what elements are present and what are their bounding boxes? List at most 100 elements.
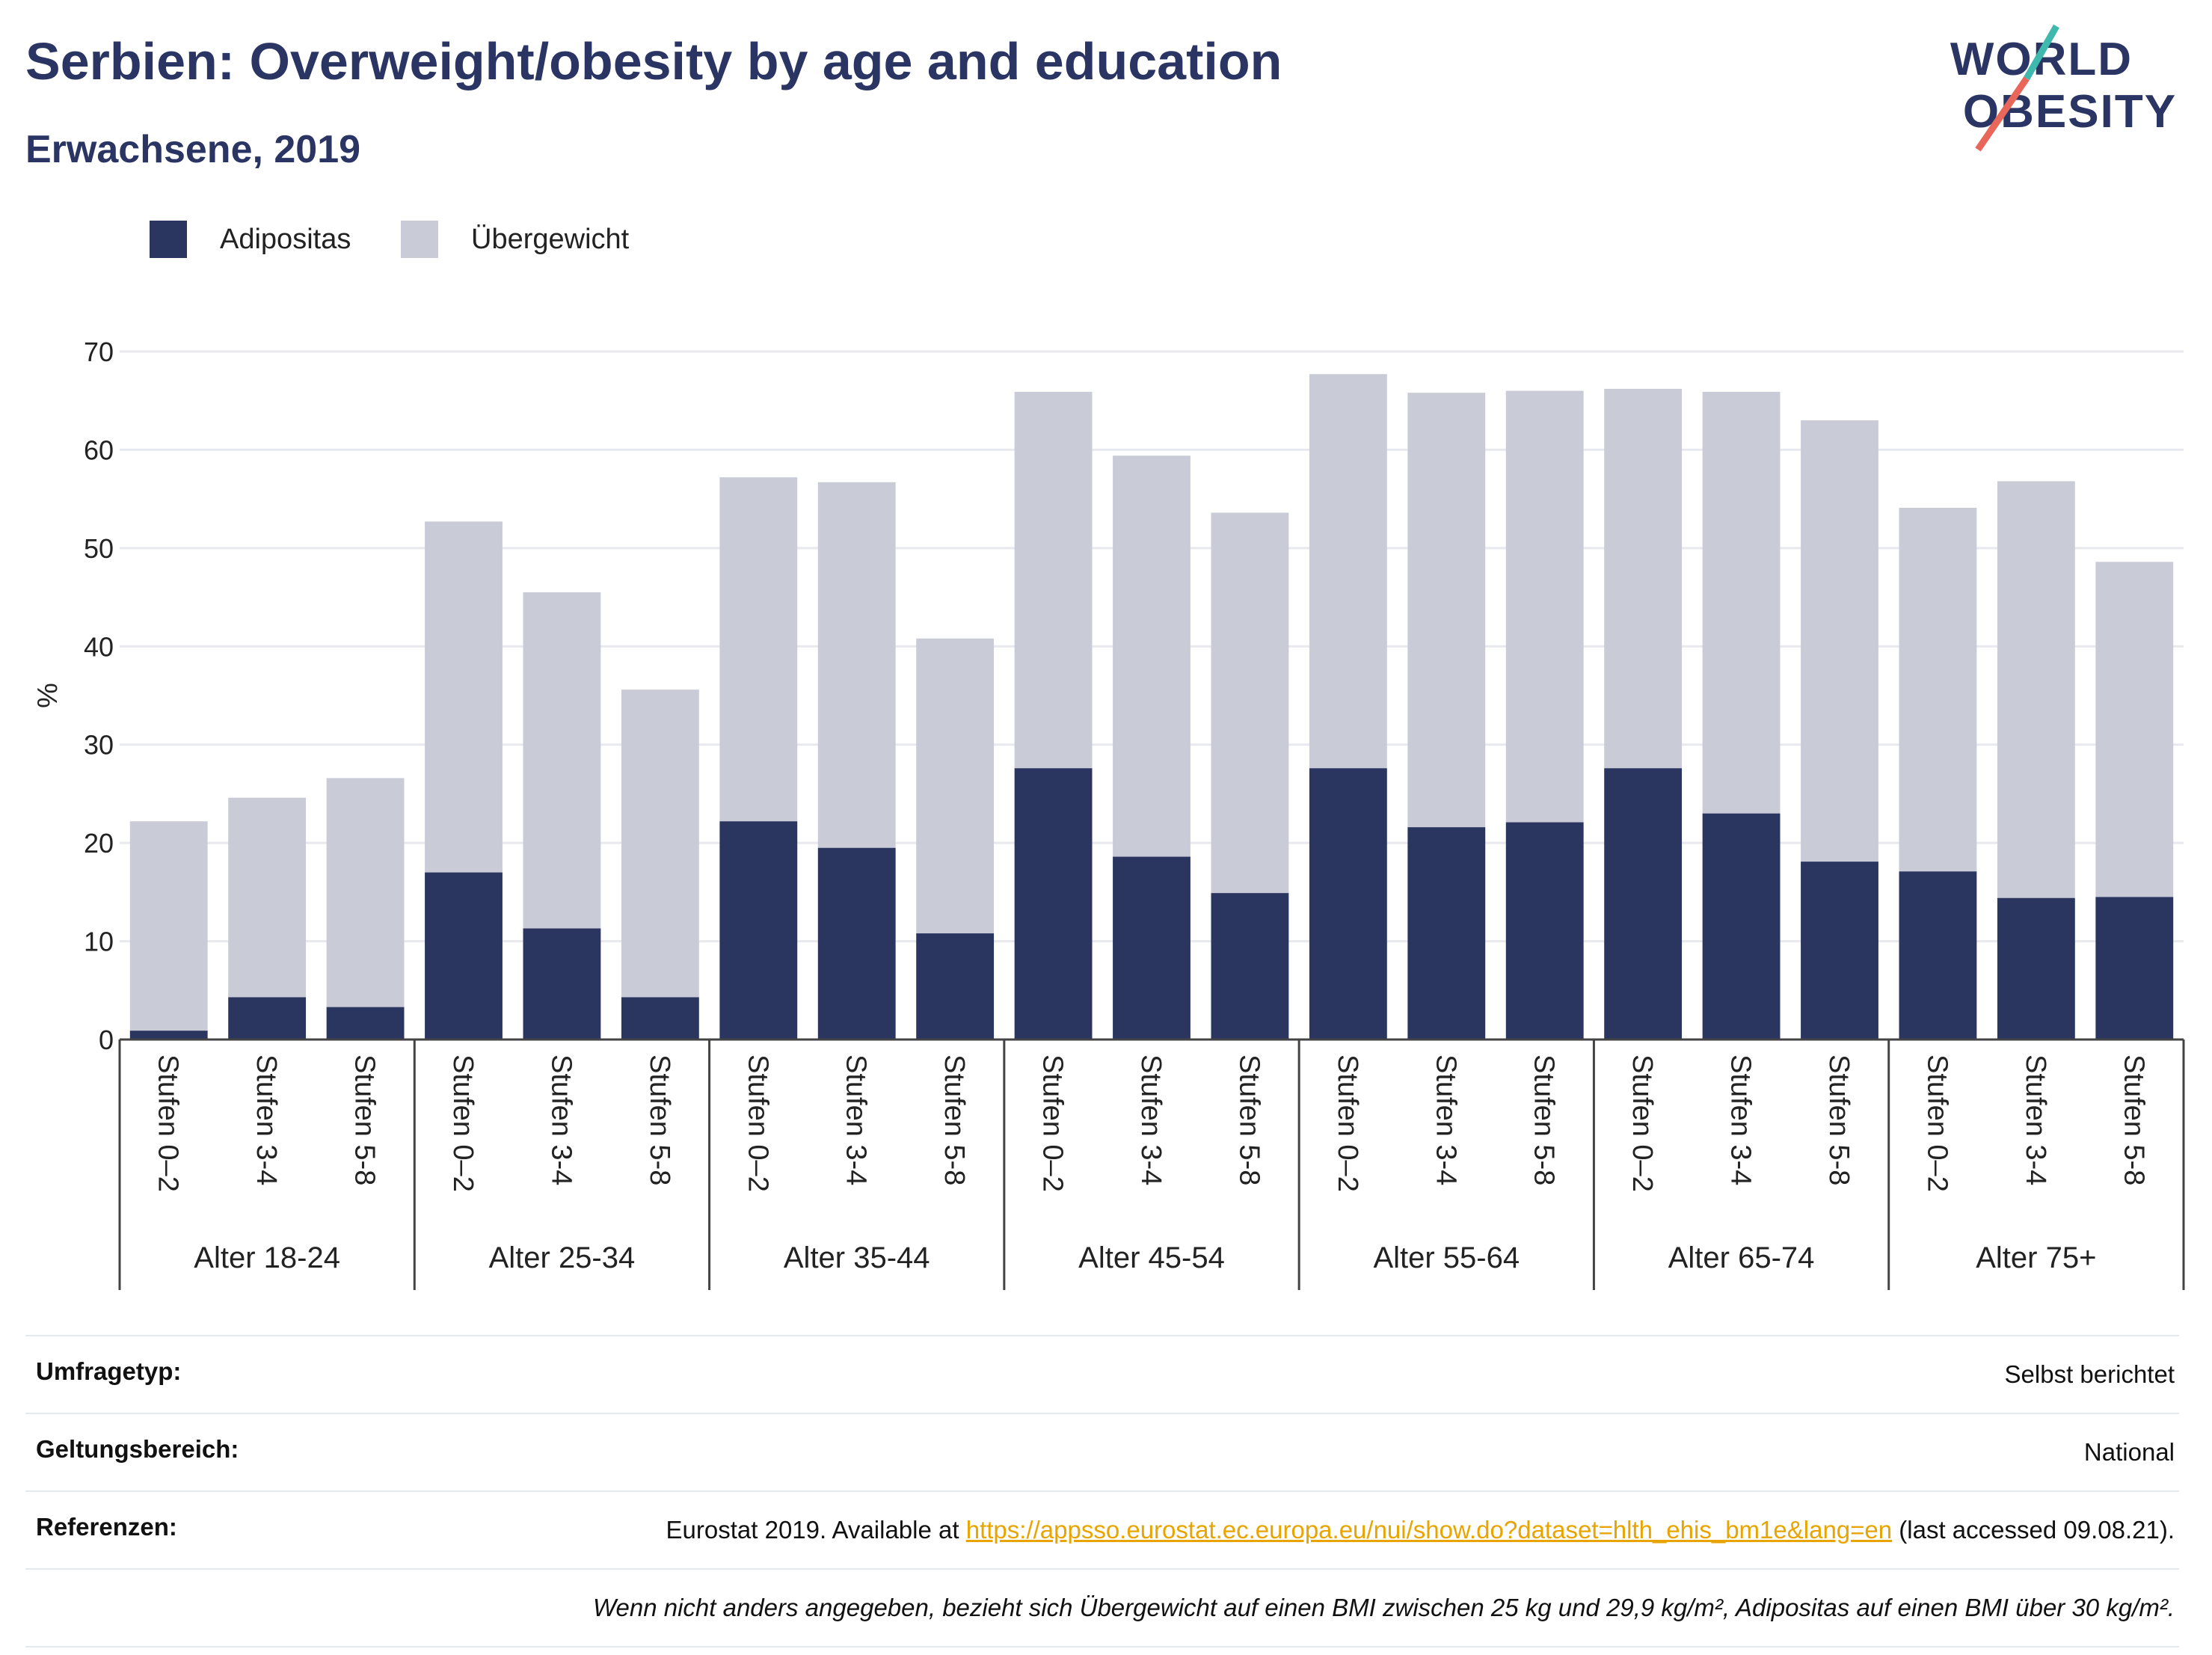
- legend-swatch-adipositas: [150, 221, 187, 258]
- x-tick-label: Stufen 3-4: [841, 1054, 872, 1185]
- bar-uebergewicht: [817, 482, 896, 848]
- info-table: Umfragetyp: Selbst berichtet Geltungsber…: [25, 1335, 2179, 1648]
- x-tick-label: Stufen 3-4: [1135, 1054, 1167, 1185]
- x-tick-label: Stufen 0–2: [1037, 1054, 1069, 1192]
- chart-subtitle: Erwachsene, 2019: [25, 128, 361, 171]
- bar-adipositas: [228, 997, 307, 1040]
- bar-adipositas: [1505, 822, 1584, 1040]
- y-tick-label: 40: [84, 631, 114, 662]
- x-tick-label: Stufen 5-8: [349, 1054, 381, 1185]
- x-tick-label: Stufen 3-4: [251, 1054, 282, 1185]
- survey-type-value: Selbst berichtet: [2004, 1360, 2175, 1388]
- bar-uebergewicht: [1702, 391, 1781, 814]
- bar-uebergewicht: [1014, 391, 1093, 769]
- bar-uebergewicht: [425, 521, 503, 873]
- info-row-survey-type: Umfragetyp: Selbst berichtet: [25, 1335, 2179, 1413]
- bar-uebergewicht: [1113, 455, 1191, 857]
- bar-uebergewicht: [326, 778, 405, 1007]
- group-label: Alter 75+: [1976, 1241, 2096, 1274]
- x-tick-label: Stufen 5-8: [1233, 1054, 1265, 1185]
- x-tick-label: Stufen 3-4: [545, 1054, 577, 1185]
- x-tick-label: Stufen 3-4: [2020, 1054, 2051, 1185]
- info-row-scope: Geltungsbereich: National: [25, 1413, 2179, 1490]
- bar-uebergewicht: [129, 821, 208, 1031]
- svg-text:OBESITY: OBESITY: [1963, 86, 2177, 138]
- x-tick-label: Stufen 0–2: [153, 1054, 184, 1192]
- x-tick-label: Stufen 0–2: [1332, 1054, 1363, 1192]
- bar-uebergewicht: [228, 797, 307, 998]
- bar-uebergewicht: [1309, 374, 1387, 769]
- bar-adipositas: [1309, 768, 1387, 1040]
- legend-item-uebergewicht: Übergewicht: [401, 221, 629, 258]
- bar-adipositas: [326, 1007, 405, 1040]
- bar-uebergewicht: [1505, 390, 1584, 823]
- bar-adipositas: [1407, 827, 1486, 1040]
- x-tick-label: Stufen 5-8: [1529, 1054, 1560, 1185]
- chart-title: Serbien: Overweight/obesity by age and e…: [25, 32, 1282, 90]
- group-label: Alter 35-44: [784, 1241, 930, 1274]
- legend-swatch-uebergewicht: [401, 221, 438, 258]
- group-label: Alter 65-74: [1668, 1241, 1815, 1274]
- x-tick-label: Stufen 3-4: [1430, 1054, 1461, 1185]
- bar-uebergewicht: [1211, 512, 1289, 894]
- bar-adipositas: [2095, 897, 2174, 1040]
- y-tick-label: 30: [84, 730, 114, 761]
- legend-label-adipositas: Adipositas: [220, 223, 351, 255]
- bar-uebergewicht: [523, 592, 601, 929]
- bar-adipositas: [621, 997, 699, 1040]
- references-prefix: Eurostat 2019. Available at: [666, 1516, 966, 1544]
- x-tick-label: Stufen 5-8: [1823, 1054, 1855, 1185]
- bar-adipositas: [1899, 871, 1977, 1040]
- group-label: Alter 18-24: [194, 1241, 340, 1274]
- info-row-footnote: Wenn nicht anders angegeben, bezieht sic…: [25, 1568, 2179, 1648]
- bar-adipositas: [1702, 813, 1781, 1040]
- x-tick-label: Stufen 0–2: [1626, 1054, 1658, 1192]
- svg-text:WORLD: WORLD: [1950, 34, 2133, 85]
- y-tick-label: 70: [84, 337, 114, 367]
- bar-adipositas: [1113, 856, 1191, 1040]
- x-tick-label: Stufen 5-8: [2118, 1054, 2149, 1185]
- legend-item-adipositas: Adipositas: [150, 221, 351, 258]
- scope-label: Geltungsbereich:: [36, 1435, 239, 1463]
- references-label: Referenzen:: [36, 1513, 177, 1541]
- legend-label-uebergewicht: Übergewicht: [471, 223, 630, 255]
- y-tick-label: 50: [84, 533, 114, 564]
- bar-uebergewicht: [1604, 388, 1683, 769]
- info-row-references: Referenzen: Eurostat 2019. Available at …: [25, 1490, 2179, 1568]
- references-suffix: (last accessed 09.08.21).: [1892, 1516, 2175, 1544]
- group-label: Alter 45-54: [1078, 1241, 1225, 1274]
- survey-type-label: Umfragetyp:: [36, 1357, 182, 1385]
- bar-adipositas: [1801, 862, 1878, 1040]
- bar-adipositas: [719, 821, 798, 1040]
- y-tick-label: 20: [84, 828, 114, 859]
- y-axis-label: %: [32, 683, 64, 708]
- x-tick-label: Stufen 0–2: [1921, 1054, 1953, 1192]
- x-tick-label: Stufen 5-8: [938, 1054, 970, 1185]
- y-tick-label: 0: [99, 1025, 114, 1055]
- bar-adipositas: [129, 1031, 208, 1040]
- bar-uebergewicht: [621, 690, 699, 998]
- scope-value: National: [2083, 1438, 2175, 1466]
- x-tick-label: Stufen 5-8: [644, 1054, 675, 1185]
- references-value: Eurostat 2019. Available at https://apps…: [666, 1513, 2179, 1547]
- bar-uebergewicht: [2095, 562, 2174, 897]
- bar-chart: 0 10 20 30 40 50 60 70% Stufen 0–2 Stufen 3-4 Stuf…: [32, 337, 2185, 1290]
- bar-adipositas: [425, 872, 503, 1040]
- bar-uebergewicht: [1899, 507, 1977, 872]
- world-obesity-logo: WORLD OBESITY: [1944, 22, 2199, 157]
- bar-uebergewicht: [1407, 393, 1486, 828]
- references-link[interactable]: https://appsso.eurostat.ec.europa.eu/nui…: [965, 1516, 1893, 1544]
- y-tick-label: 10: [84, 927, 114, 957]
- group-label: Alter 25-34: [489, 1241, 636, 1274]
- bar-adipositas: [1211, 893, 1289, 1040]
- bar-uebergewicht: [916, 638, 995, 934]
- x-tick-label: Stufen 3-4: [1725, 1054, 1757, 1185]
- bar-uebergewicht: [719, 477, 798, 822]
- bar-adipositas: [1604, 768, 1683, 1040]
- bar-uebergewicht: [1997, 481, 2075, 898]
- x-tick-label: Stufen 0–2: [742, 1054, 773, 1192]
- bar-uebergewicht: [1801, 420, 1878, 862]
- bar-adipositas: [1997, 897, 2075, 1040]
- bar-adipositas: [1014, 768, 1093, 1040]
- bar-adipositas: [523, 928, 601, 1040]
